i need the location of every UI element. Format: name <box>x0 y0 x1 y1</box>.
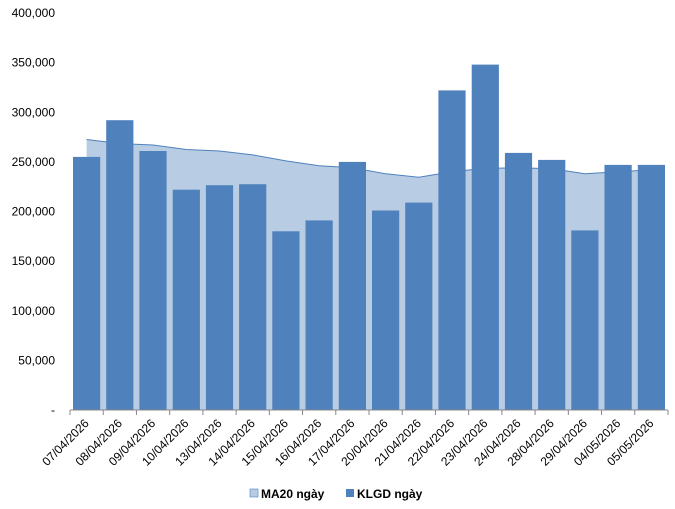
klgd-bar <box>504 152 533 410</box>
y-tick-label: 100,000 <box>12 304 56 318</box>
y-tick-label: 200,000 <box>12 205 56 219</box>
klgd-bar <box>305 220 333 410</box>
klgd-bar <box>604 164 632 410</box>
y-tick-label: 250,000 <box>12 155 56 169</box>
y-tick-label: 150,000 <box>12 254 56 268</box>
y-tick-label: 50,000 <box>18 353 55 367</box>
klgd-bar <box>338 161 366 410</box>
klgd-bar <box>73 156 101 410</box>
klgd-bar <box>205 185 234 410</box>
klgd-bar <box>637 164 665 410</box>
legend-swatch-ma20 <box>249 488 259 498</box>
klgd-bar <box>239 184 267 410</box>
x-tick-labels: 07/04/202608/04/202609/04/202610/04/2026… <box>39 416 656 469</box>
legend-swatch-klgd <box>346 489 354 497</box>
ma20-area-layer <box>86 139 652 410</box>
klgd-bar-layer <box>73 64 665 411</box>
legend-label-ma20: MA20 ngày <box>261 487 325 501</box>
y-tick-label: - <box>51 403 55 417</box>
klgd-bar <box>471 64 499 410</box>
klgd-bar <box>538 159 566 410</box>
klgd-bar <box>172 189 200 410</box>
y-tick-label: 400,000 <box>12 6 56 20</box>
y-tick-label: 300,000 <box>12 105 56 119</box>
klgd-bar <box>438 90 466 411</box>
y-tick-label: 350,000 <box>12 56 56 70</box>
ma20-area <box>86 139 652 410</box>
klgd-bar <box>139 151 167 410</box>
klgd-bar <box>571 230 599 410</box>
klgd-bar <box>272 231 300 410</box>
klgd-bar <box>405 202 433 410</box>
y-tick-labels: - 50,000 100,000 150,000 200,000 250,000 300,0… <box>12 6 56 417</box>
legend: MA20 ngày KLGD ngày <box>249 487 423 501</box>
klgd-bar <box>106 120 134 410</box>
legend-label-klgd: KLGD ngày <box>357 487 423 501</box>
axes <box>69 409 669 415</box>
klgd-bar <box>372 210 400 410</box>
